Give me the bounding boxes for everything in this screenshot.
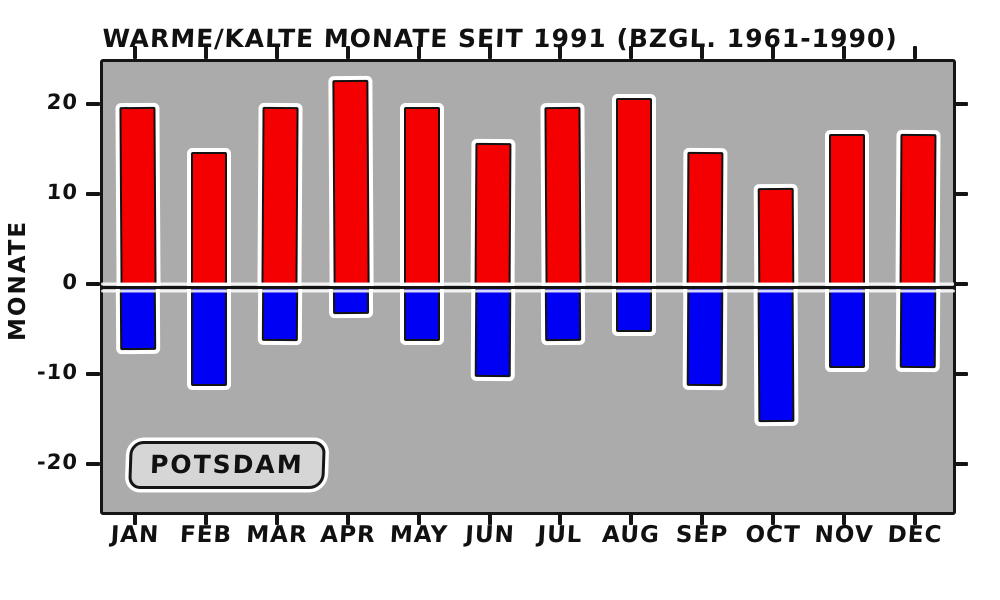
plot-area: POTSDAM [100,59,956,515]
bar-kalte-monate-feb [191,287,228,386]
x-tick-top-oct [770,46,775,59]
x-tick-top-mar [275,46,280,59]
x-tick-bottom-jan [133,512,138,525]
x-tick-label-feb: FEB [179,522,233,548]
bar-kalte-monate-oct [757,286,795,423]
x-tick-bottom-nov [841,512,846,525]
x-tick-label-jul: JUL [537,522,584,548]
y-tick-left-10 [86,192,100,196]
bar-warme-monate-oct [757,187,795,288]
bar-warme-monate-nov [828,134,865,287]
bar-warme-monate-dec [899,133,937,288]
y-tick-left--20 [86,462,100,466]
y-tick-left-0 [86,282,100,286]
x-tick-top-apr [345,46,350,59]
x-tick-top-sep [700,46,705,59]
bar-warme-monate-aug [616,98,653,287]
station-label-box: POTSDAM [128,441,326,489]
bar-kalte-monate-apr [332,286,369,315]
x-tick-label-sep: SEP [675,522,729,548]
bar-kalte-monate-sep [686,286,724,387]
chart-title: WARME/KALTE MONATE SEIT 1991 (BZGL. 1961… [101,24,899,53]
x-tick-label-jun: JUN [464,522,515,548]
x-tick-label-may: MAY [388,522,449,548]
x-tick-bottom-dec [912,512,917,525]
y-tick-left--10 [86,372,100,376]
x-tick-bottom-oct [770,512,775,525]
x-tick-label-mar: MAR [245,522,309,548]
x-tick-bottom-sep [700,512,705,525]
bar-kalte-monate-jan [120,286,157,351]
y-tick-right-0 [954,282,968,286]
x-tick-bottom-feb [204,512,209,525]
bar-warme-monate-jul [544,106,582,288]
x-tick-top-aug [629,46,634,59]
y-tick-right--10 [954,372,968,376]
bar-kalte-monate-jun [474,286,511,378]
x-tick-top-dec [912,46,917,59]
x-tick-label-oct: OCT [744,522,802,548]
station-label: POTSDAM [149,450,305,479]
y-tick-right-20 [954,102,968,106]
x-tick-bottom-mar [275,512,280,525]
x-tick-top-nov [841,46,846,59]
x-tick-label-nov: NOV [813,522,874,548]
bar-warme-monate-feb [191,152,228,287]
y-tick-label-10: 10 [46,180,79,204]
x-tick-bottom-apr [345,512,350,525]
x-tick-top-jul [558,46,563,59]
x-tick-bottom-aug [629,512,634,525]
x-tick-bottom-jul [558,512,563,525]
x-tick-bottom-jun [487,512,492,525]
bar-warme-monate-jan [119,106,157,288]
x-tick-top-jun [487,46,492,59]
x-tick-top-jan [133,46,138,59]
y-axis-label: MONATE [5,219,31,341]
y-tick-label-20: 20 [46,90,79,114]
y-tick-right--20 [954,462,968,466]
x-tick-bottom-may [416,512,421,525]
y-tick-label--10: -10 [36,360,79,384]
bar-kalte-monate-may [403,287,440,341]
bar-warme-monate-sep [686,151,724,288]
x-tick-label-aug: AUG [601,522,661,548]
bar-warme-monate-jun [474,142,512,288]
y-tick-label--20: -20 [36,450,79,474]
x-tick-label-dec: DEC [886,522,943,548]
x-tick-label-apr: APR [319,522,377,548]
bar-kalte-monate-mar [261,286,299,342]
bar-kalte-monate-dec [899,286,936,369]
bar-warme-monate-may [403,107,440,287]
y-tick-left-20 [86,102,100,106]
zero-baseline [101,285,955,289]
y-tick-right-10 [954,192,968,196]
bar-kalte-monate-aug [616,287,653,332]
x-tick-top-feb [204,46,209,59]
x-tick-label-jan: JAN [110,522,161,548]
bar-kalte-monate-jul [545,286,582,342]
bar-warme-monate-apr [332,79,370,288]
bar-kalte-monate-nov [828,287,865,368]
x-tick-top-may [416,46,421,59]
bar-warme-monate-mar [261,106,299,288]
